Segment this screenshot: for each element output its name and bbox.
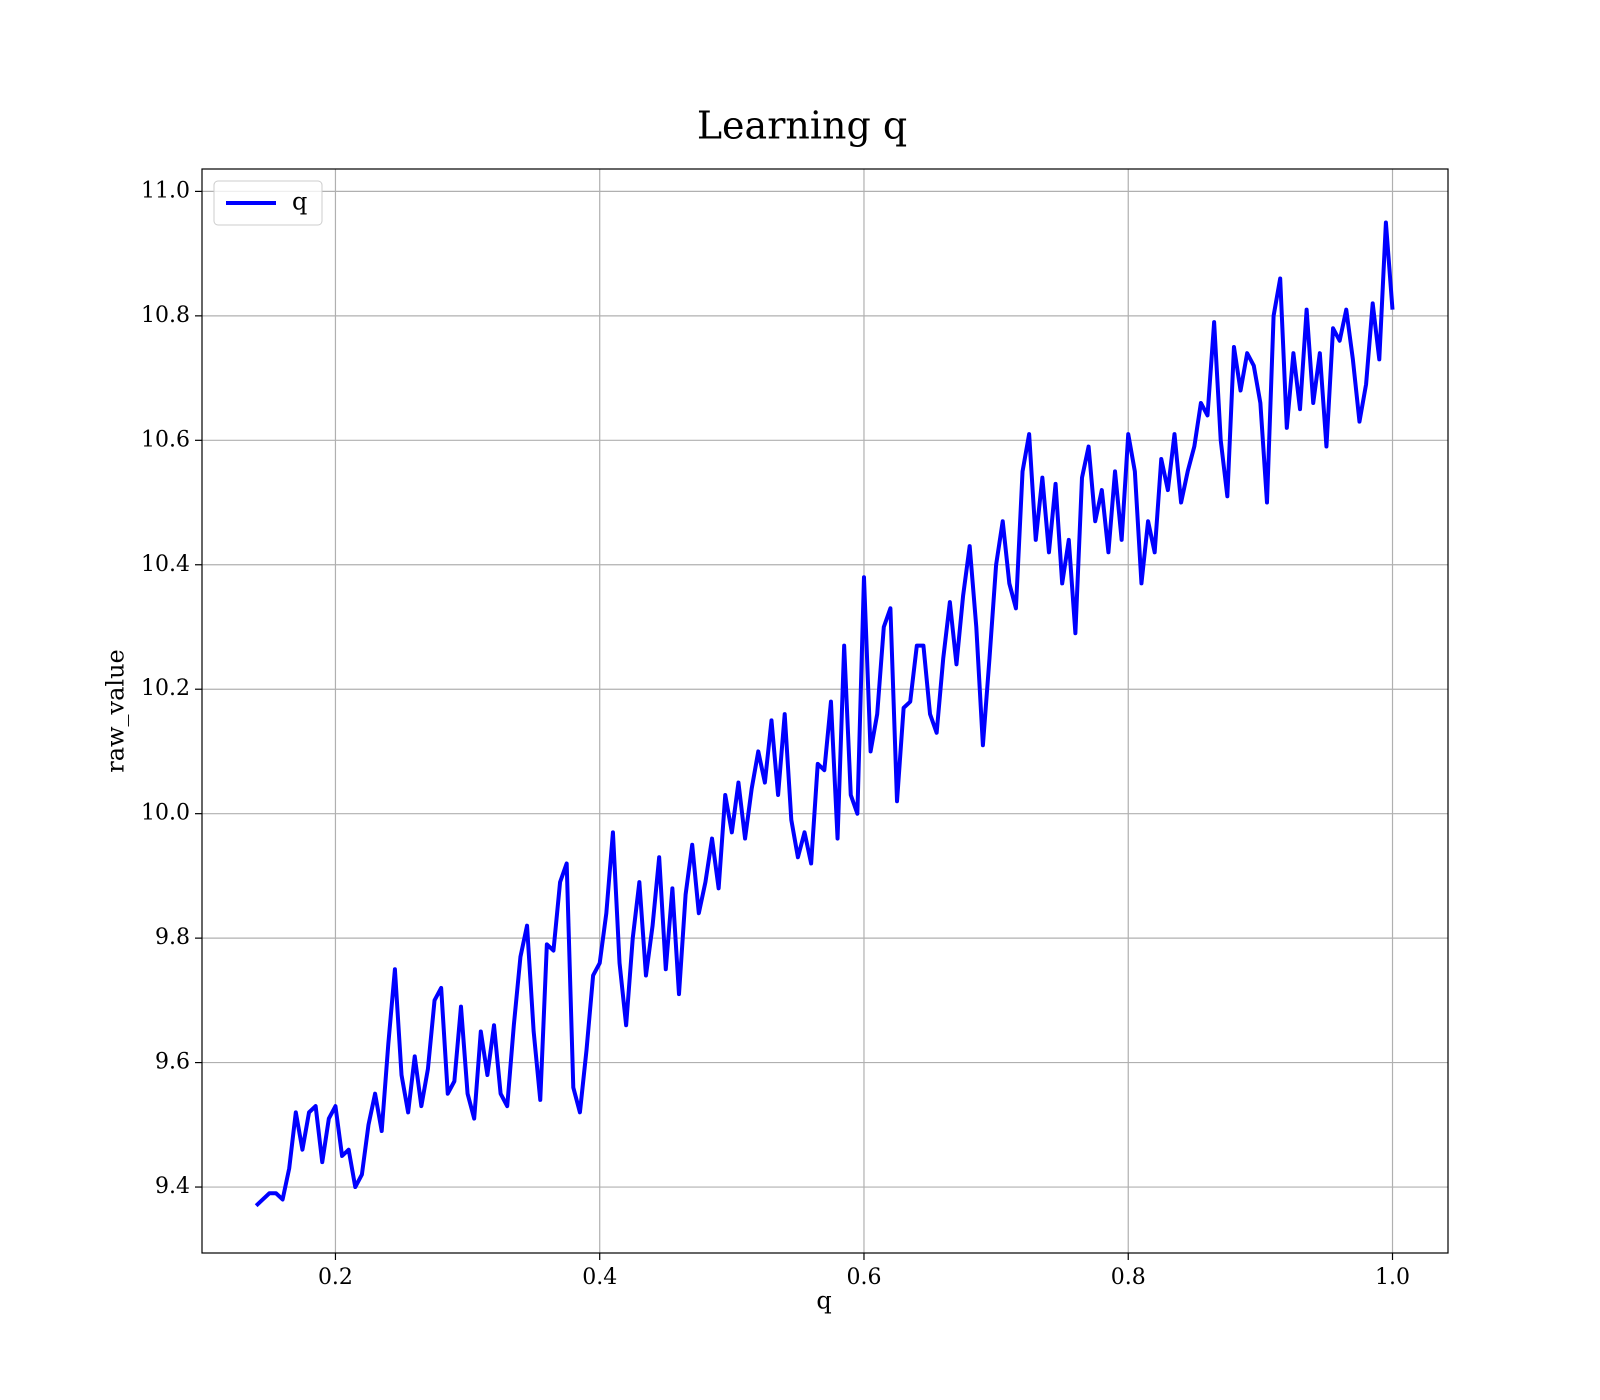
x-axis-label: q [816, 1287, 831, 1315]
y-tick-label: 9.4 [155, 1174, 190, 1199]
y-tick-label: 9.6 [155, 1050, 190, 1075]
x-tick-label: 0.2 [318, 1265, 353, 1290]
y-tick-label: 10.8 [141, 303, 190, 328]
y-tick-label: 9.8 [155, 925, 190, 950]
plot-frame [201, 168, 1449, 1254]
y-tick-label: 10.0 [141, 801, 190, 826]
x-tick-label: 0.8 [1111, 1265, 1146, 1290]
x-tick-label: 0.4 [582, 1265, 617, 1290]
line-series [254, 220, 1395, 1208]
legend-label: q [292, 188, 307, 216]
y-axis-label: raw_value [102, 649, 130, 773]
y-tick-label: 10.4 [141, 552, 190, 577]
y-tick-label: 10.6 [141, 427, 190, 452]
x-tick-label: 1.0 [1375, 1265, 1410, 1290]
chart-title: Learning q [697, 104, 907, 148]
x-tick-label: 0.6 [846, 1265, 881, 1290]
y-tick-label: 10.2 [141, 676, 190, 701]
y-tick-label: 11.0 [141, 178, 190, 203]
